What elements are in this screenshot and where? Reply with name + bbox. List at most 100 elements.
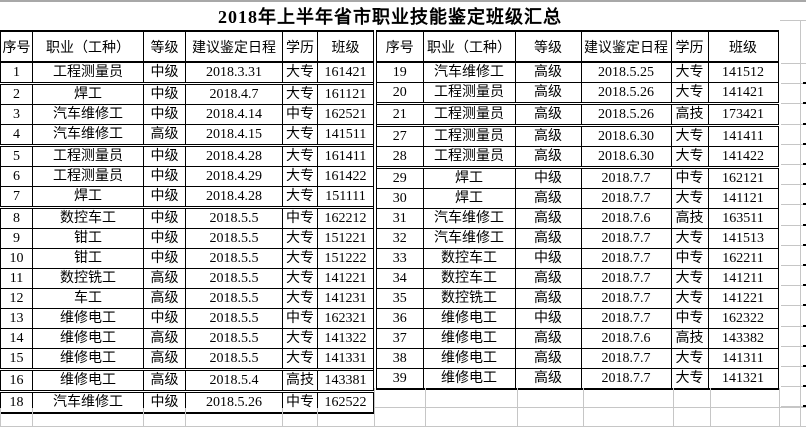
cell[interactable]: 中专 (282, 391, 318, 414)
cell[interactable]: 中级 (514, 167, 582, 189)
cell[interactable]: 2018.5.5 (185, 308, 283, 329)
cell[interactable]: 工程测量员 (422, 103, 516, 127)
cell[interactable]: 维修电工 (422, 368, 516, 390)
cell[interactable]: 162212 (317, 207, 374, 229)
cell[interactable]: 5 (0, 145, 33, 167)
cell[interactable]: 大专 (670, 348, 709, 369)
cell[interactable]: 173421 (707, 103, 779, 127)
cell[interactable]: 大专 (670, 368, 709, 390)
column-header[interactable]: 等级 (514, 30, 582, 63)
cell[interactable]: 中专 (670, 167, 709, 189)
cell[interactable]: 36 (374, 308, 424, 329)
cell[interactable]: 高技 (670, 208, 709, 229)
cell[interactable]: 数控车工 (422, 248, 516, 269)
column-header[interactable]: 等级 (143, 30, 186, 63)
cell[interactable]: 2018.5.5 (185, 348, 283, 371)
cell[interactable]: 162522 (317, 391, 374, 414)
cell[interactable]: 维修电工 (32, 328, 144, 349)
cell[interactable]: 汽车维修工 (32, 104, 144, 125)
cell[interactable]: 工程测量员 (32, 145, 144, 167)
cell[interactable]: 大专 (670, 146, 709, 169)
cell[interactable]: 大专 (670, 188, 709, 209)
cell[interactable]: 2018.5.5 (185, 268, 283, 289)
cell[interactable]: 32 (374, 228, 424, 249)
cell[interactable]: 高技 (282, 369, 318, 393)
cell[interactable]: 38 (374, 348, 424, 369)
cell[interactable]: 中级 (143, 228, 186, 249)
cell[interactable]: 2018.5.5 (185, 207, 283, 229)
cell[interactable]: 162321 (317, 308, 374, 329)
cell[interactable]: 141221 (707, 288, 779, 309)
cell[interactable]: 大专 (282, 186, 318, 209)
cell[interactable]: 中级 (143, 104, 186, 125)
cell[interactable]: 中级 (143, 83, 186, 105)
column-header[interactable]: 序号 (374, 30, 424, 63)
cell[interactable]: 工程测量员 (422, 146, 516, 169)
cell[interactable]: 29 (374, 167, 424, 189)
cell[interactable]: 大专 (670, 61, 709, 83)
cell[interactable]: 中级 (143, 61, 186, 85)
cell[interactable]: 高技 (670, 103, 709, 127)
cell[interactable]: 中专 (282, 207, 318, 229)
cell[interactable]: 151222 (317, 248, 374, 269)
cell[interactable]: 汽车维修工 (422, 228, 516, 249)
cell[interactable]: 大专 (282, 268, 318, 289)
cell[interactable]: 2018.7.7 (580, 308, 672, 329)
cell[interactable]: 2018.5.26 (580, 82, 672, 105)
cell[interactable]: 2018.7.7 (580, 348, 672, 369)
column-header[interactable]: 学历 (282, 30, 318, 63)
cell[interactable]: 中专 (670, 308, 709, 329)
cell[interactable]: 工程测量员 (32, 61, 144, 85)
cell[interactable]: 35 (374, 288, 424, 309)
cell[interactable]: 工程测量员 (32, 166, 144, 187)
cell[interactable]: 高级 (514, 348, 582, 369)
cell[interactable]: 高级 (514, 208, 582, 229)
cell[interactable]: 数控铣工 (32, 268, 144, 289)
cell[interactable]: 高级 (514, 82, 582, 105)
cell[interactable]: 31 (374, 208, 424, 229)
cell[interactable]: 中专 (282, 308, 318, 329)
cell[interactable]: 钳工 (32, 228, 144, 249)
cell[interactable]: 1 (0, 61, 33, 85)
cell[interactable]: 162322 (707, 308, 779, 329)
cell[interactable]: 161422 (317, 166, 374, 187)
cell[interactable]: 2018.4.28 (185, 186, 283, 209)
column-header[interactable]: 序号 (0, 30, 33, 63)
cell[interactable]: 141321 (707, 368, 779, 390)
cell[interactable]: 高级 (514, 103, 582, 127)
cell[interactable]: 33 (374, 248, 424, 269)
cell[interactable]: 车工 (32, 288, 144, 309)
cell[interactable]: 工程测量员 (422, 125, 516, 147)
cell[interactable]: 27 (374, 125, 424, 147)
cell[interactable]: 高级 (514, 368, 582, 390)
cell[interactable]: 焊工 (32, 83, 144, 105)
cell[interactable]: 2018.5.4 (185, 369, 283, 393)
cell[interactable]: 141322 (317, 328, 374, 349)
cell[interactable]: 21 (374, 103, 424, 127)
cell[interactable]: 2018.7.7 (580, 368, 672, 390)
cell[interactable]: 2018.5.5 (185, 248, 283, 269)
cell[interactable]: 141421 (707, 82, 779, 105)
cell[interactable]: 维修电工 (32, 369, 144, 393)
cell[interactable]: 中级 (143, 166, 186, 187)
cell[interactable]: 39 (374, 368, 424, 390)
cell[interactable]: 2018.4.29 (185, 166, 283, 187)
cell[interactable]: 2018.5.5 (185, 288, 283, 309)
cell[interactable]: 数控车工 (422, 268, 516, 289)
cell[interactable]: 焊工 (422, 188, 516, 209)
cell[interactable]: 汽车维修工 (422, 61, 516, 83)
column-header[interactable]: 职业（工种） (422, 30, 516, 63)
cell[interactable]: 141121 (707, 188, 779, 209)
cell[interactable]: 中级 (143, 145, 186, 167)
cell[interactable]: 141512 (707, 61, 779, 83)
cell[interactable]: 高级 (514, 125, 582, 147)
cell[interactable]: 6 (0, 166, 33, 187)
cell[interactable]: 13 (0, 308, 33, 329)
cell[interactable]: 工程测量员 (422, 82, 516, 105)
cell[interactable]: 163511 (707, 208, 779, 229)
cell[interactable]: 19 (374, 61, 424, 83)
cell[interactable]: 2018.7.6 (580, 208, 672, 229)
cell[interactable]: 高级 (143, 288, 186, 309)
cell[interactable]: 2018.4.15 (185, 124, 283, 147)
cell[interactable]: 14 (0, 328, 33, 349)
